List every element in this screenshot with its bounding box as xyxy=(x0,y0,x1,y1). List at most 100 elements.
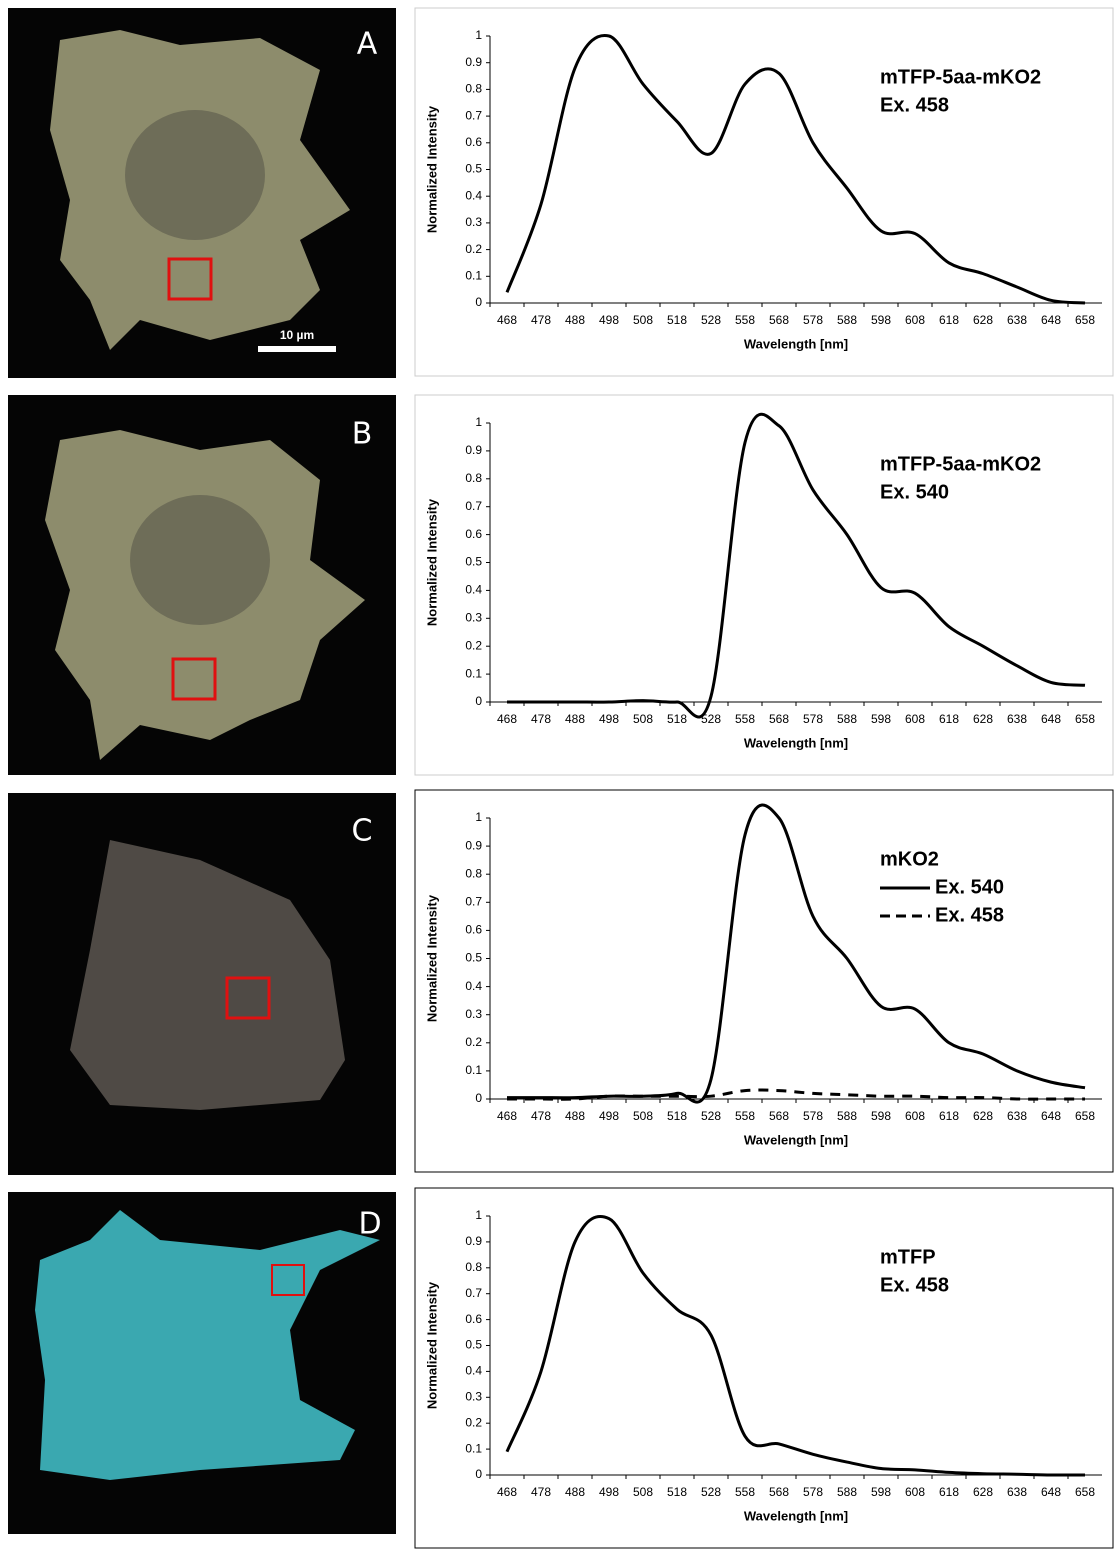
scale-bar xyxy=(258,346,336,352)
roi xyxy=(167,257,213,301)
x-tick-label: 648 xyxy=(1041,712,1061,726)
y-tick-label: 0.3 xyxy=(465,215,482,229)
x-tick-label: 588 xyxy=(837,712,857,726)
y-tick-label: 0.3 xyxy=(465,1007,482,1021)
x-tick-label: 578 xyxy=(803,1109,823,1123)
x-axis-label: Wavelength [nm] xyxy=(744,1132,848,1147)
x-tick-label: 648 xyxy=(1041,1109,1061,1123)
y-tick-label: 0.5 xyxy=(465,162,482,176)
x-tick-label: 638 xyxy=(1007,1109,1027,1123)
x-tick-label: 638 xyxy=(1007,1485,1027,1499)
x-tick-label: 608 xyxy=(905,1485,925,1499)
annotation: Ex. 540 xyxy=(880,481,949,503)
y-tick-label: 0.5 xyxy=(465,1338,482,1352)
y-tick-label: 0.5 xyxy=(465,951,482,965)
y-tick-label: 0 xyxy=(475,694,482,708)
x-axis-label: Wavelength [nm] xyxy=(744,336,848,351)
x-tick-label: 598 xyxy=(871,1109,891,1123)
y-tick-label: 0.7 xyxy=(465,1286,482,1300)
x-tick-label: 528 xyxy=(701,313,721,327)
x-tick-label: 658 xyxy=(1075,1485,1095,1499)
x-tick-label: 568 xyxy=(769,712,789,726)
x-tick-label: 658 xyxy=(1075,712,1095,726)
x-tick-label: 658 xyxy=(1075,1109,1095,1123)
x-tick-label: 508 xyxy=(633,712,653,726)
x-tick-label: 598 xyxy=(871,712,891,726)
x-tick-label: 628 xyxy=(973,1485,993,1499)
x-tick-label: 568 xyxy=(769,313,789,327)
x-tick-label: 658 xyxy=(1075,313,1095,327)
y-tick-label: 0.7 xyxy=(465,108,482,122)
x-tick-label: 558 xyxy=(735,1485,755,1499)
y-axis-label: Normalized Intensity xyxy=(424,498,439,626)
data-line xyxy=(505,33,1086,305)
chart-frame xyxy=(414,1187,1114,1549)
annotation: mKO2 xyxy=(880,848,939,870)
y-axis-label: Normalized Intensity xyxy=(424,105,439,233)
y-tick-label: 0.6 xyxy=(465,527,482,541)
y-tick-label: 1 xyxy=(475,1208,482,1222)
y-tick-label: 0.1 xyxy=(465,268,482,282)
x-tick-label: 518 xyxy=(667,1109,687,1123)
y-tick-label: 0.9 xyxy=(465,838,482,852)
y-tick-label: 0.6 xyxy=(465,135,482,149)
data-line xyxy=(507,1088,1085,1101)
y-tick-label: 0.3 xyxy=(465,610,482,624)
y-tick-label: 0.5 xyxy=(465,555,482,569)
y-tick-label: 0.9 xyxy=(465,443,482,457)
annotation: Ex. 458 xyxy=(880,1274,949,1296)
y-tick-label: 0.4 xyxy=(465,979,482,993)
legend-label: Ex. 458 xyxy=(935,904,1004,926)
scale-label: 10 µm xyxy=(280,328,314,342)
roi xyxy=(171,657,217,701)
chart-frame xyxy=(414,789,1114,1173)
x-tick-label: 518 xyxy=(667,313,687,327)
y-tick-label: 0 xyxy=(475,1467,482,1481)
x-tick-label: 578 xyxy=(803,313,823,327)
y-tick-label: 0.8 xyxy=(465,471,482,485)
y-tick-label: 0 xyxy=(475,1091,482,1105)
x-tick-label: 618 xyxy=(939,313,959,327)
x-tick-label: 478 xyxy=(531,1485,551,1499)
x-tick-label: 528 xyxy=(701,712,721,726)
nucleus xyxy=(125,110,265,240)
y-axis-label: Normalized Intensity xyxy=(424,894,439,1022)
annotation: mTFP-5aa-mKO2 xyxy=(880,66,1041,88)
x-tick-label: 628 xyxy=(973,313,993,327)
y-tick-label: 0.4 xyxy=(465,188,482,202)
x-tick-label: 518 xyxy=(667,1485,687,1499)
x-tick-label: 628 xyxy=(973,712,993,726)
x-tick-label: 498 xyxy=(599,1109,619,1123)
y-tick-label: 0.9 xyxy=(465,1234,482,1248)
y-tick-label: 1 xyxy=(475,810,482,824)
nucleus xyxy=(130,495,270,625)
x-tick-label: 608 xyxy=(905,313,925,327)
x-tick-label: 598 xyxy=(871,1485,891,1499)
y-tick-label: 0.8 xyxy=(465,866,482,880)
x-tick-label: 568 xyxy=(769,1485,789,1499)
images: 10 µm A B C D xyxy=(8,8,396,1534)
x-tick-label: 558 xyxy=(735,1109,755,1123)
x-tick-label: 498 xyxy=(599,712,619,726)
y-axis-label: Normalized Intensity xyxy=(424,1281,439,1409)
x-tick-label: 648 xyxy=(1041,1485,1061,1499)
y-tick-label: 0.2 xyxy=(465,638,482,652)
x-tick-label: 468 xyxy=(497,712,517,726)
panel-letter: C xyxy=(352,814,373,849)
roi xyxy=(271,1264,305,1296)
y-tick-label: 0.9 xyxy=(465,55,482,69)
x-axis-label: Wavelength [nm] xyxy=(744,735,848,750)
annotation: Ex. 458 xyxy=(880,94,949,116)
x-tick-label: 608 xyxy=(905,1109,925,1123)
x-tick-label: 468 xyxy=(497,1109,517,1123)
y-tick-label: 0.1 xyxy=(465,666,482,680)
data-line xyxy=(506,412,1086,719)
x-tick-label: 578 xyxy=(803,712,823,726)
x-tick-label: 508 xyxy=(633,313,653,327)
x-tick-label: 618 xyxy=(939,1109,959,1123)
cell xyxy=(35,1210,380,1480)
charts: 0 0.1 0.2 0.3 0.4 0.5 0.6 0.7 0.8 0.9 1 468 478 488 49… xyxy=(414,7,1114,1549)
y-tick-label: 0.8 xyxy=(465,1260,482,1274)
y-tick-label: 0.4 xyxy=(465,1364,482,1378)
